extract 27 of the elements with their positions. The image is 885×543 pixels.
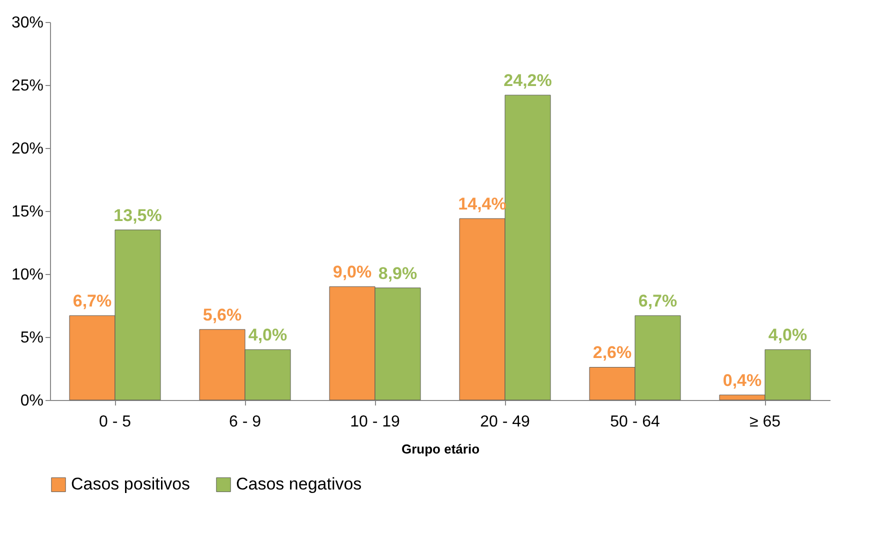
x-tick-label: ≥ 65: [749, 414, 781, 430]
data-label: 4,0%: [248, 326, 288, 345]
data-label: 5,6%: [202, 305, 242, 324]
x-tick-label: 20 - 49: [480, 414, 530, 430]
x-tick-label: 50 - 64: [610, 414, 660, 430]
x-tick-label: 10 - 19: [350, 414, 400, 430]
x-tick-label: 6 - 9: [228, 414, 262, 430]
x-axis-title: Grupo etário: [401, 442, 480, 456]
y-tick-label: 0%: [20, 392, 44, 410]
y-tick-label: 10%: [11, 266, 44, 284]
y-tick-label: 20%: [11, 140, 44, 158]
x-tick-label: 0 - 5: [98, 414, 132, 430]
data-label: 24,2%: [504, 71, 552, 90]
y-tick-label: 5%: [20, 330, 44, 346]
y-tick-label: 15%: [11, 204, 44, 220]
data-label: 4,0%: [768, 326, 808, 345]
data-label: 6,7%: [72, 292, 112, 311]
y-tick-label: 25%: [11, 78, 44, 94]
data-label: 0,4%: [722, 370, 762, 390]
y-tick-label: 30%: [11, 14, 44, 32]
data-label: 2,6%: [592, 343, 632, 362]
legend-label: Casos negativos: [236, 474, 362, 494]
data-label: 8,9%: [378, 264, 418, 283]
data-label: 9,0%: [332, 262, 372, 282]
legend-label: Casos positivos: [71, 474, 190, 494]
data-label: 6,7%: [638, 292, 678, 311]
data-label: 13,5%: [114, 206, 162, 225]
